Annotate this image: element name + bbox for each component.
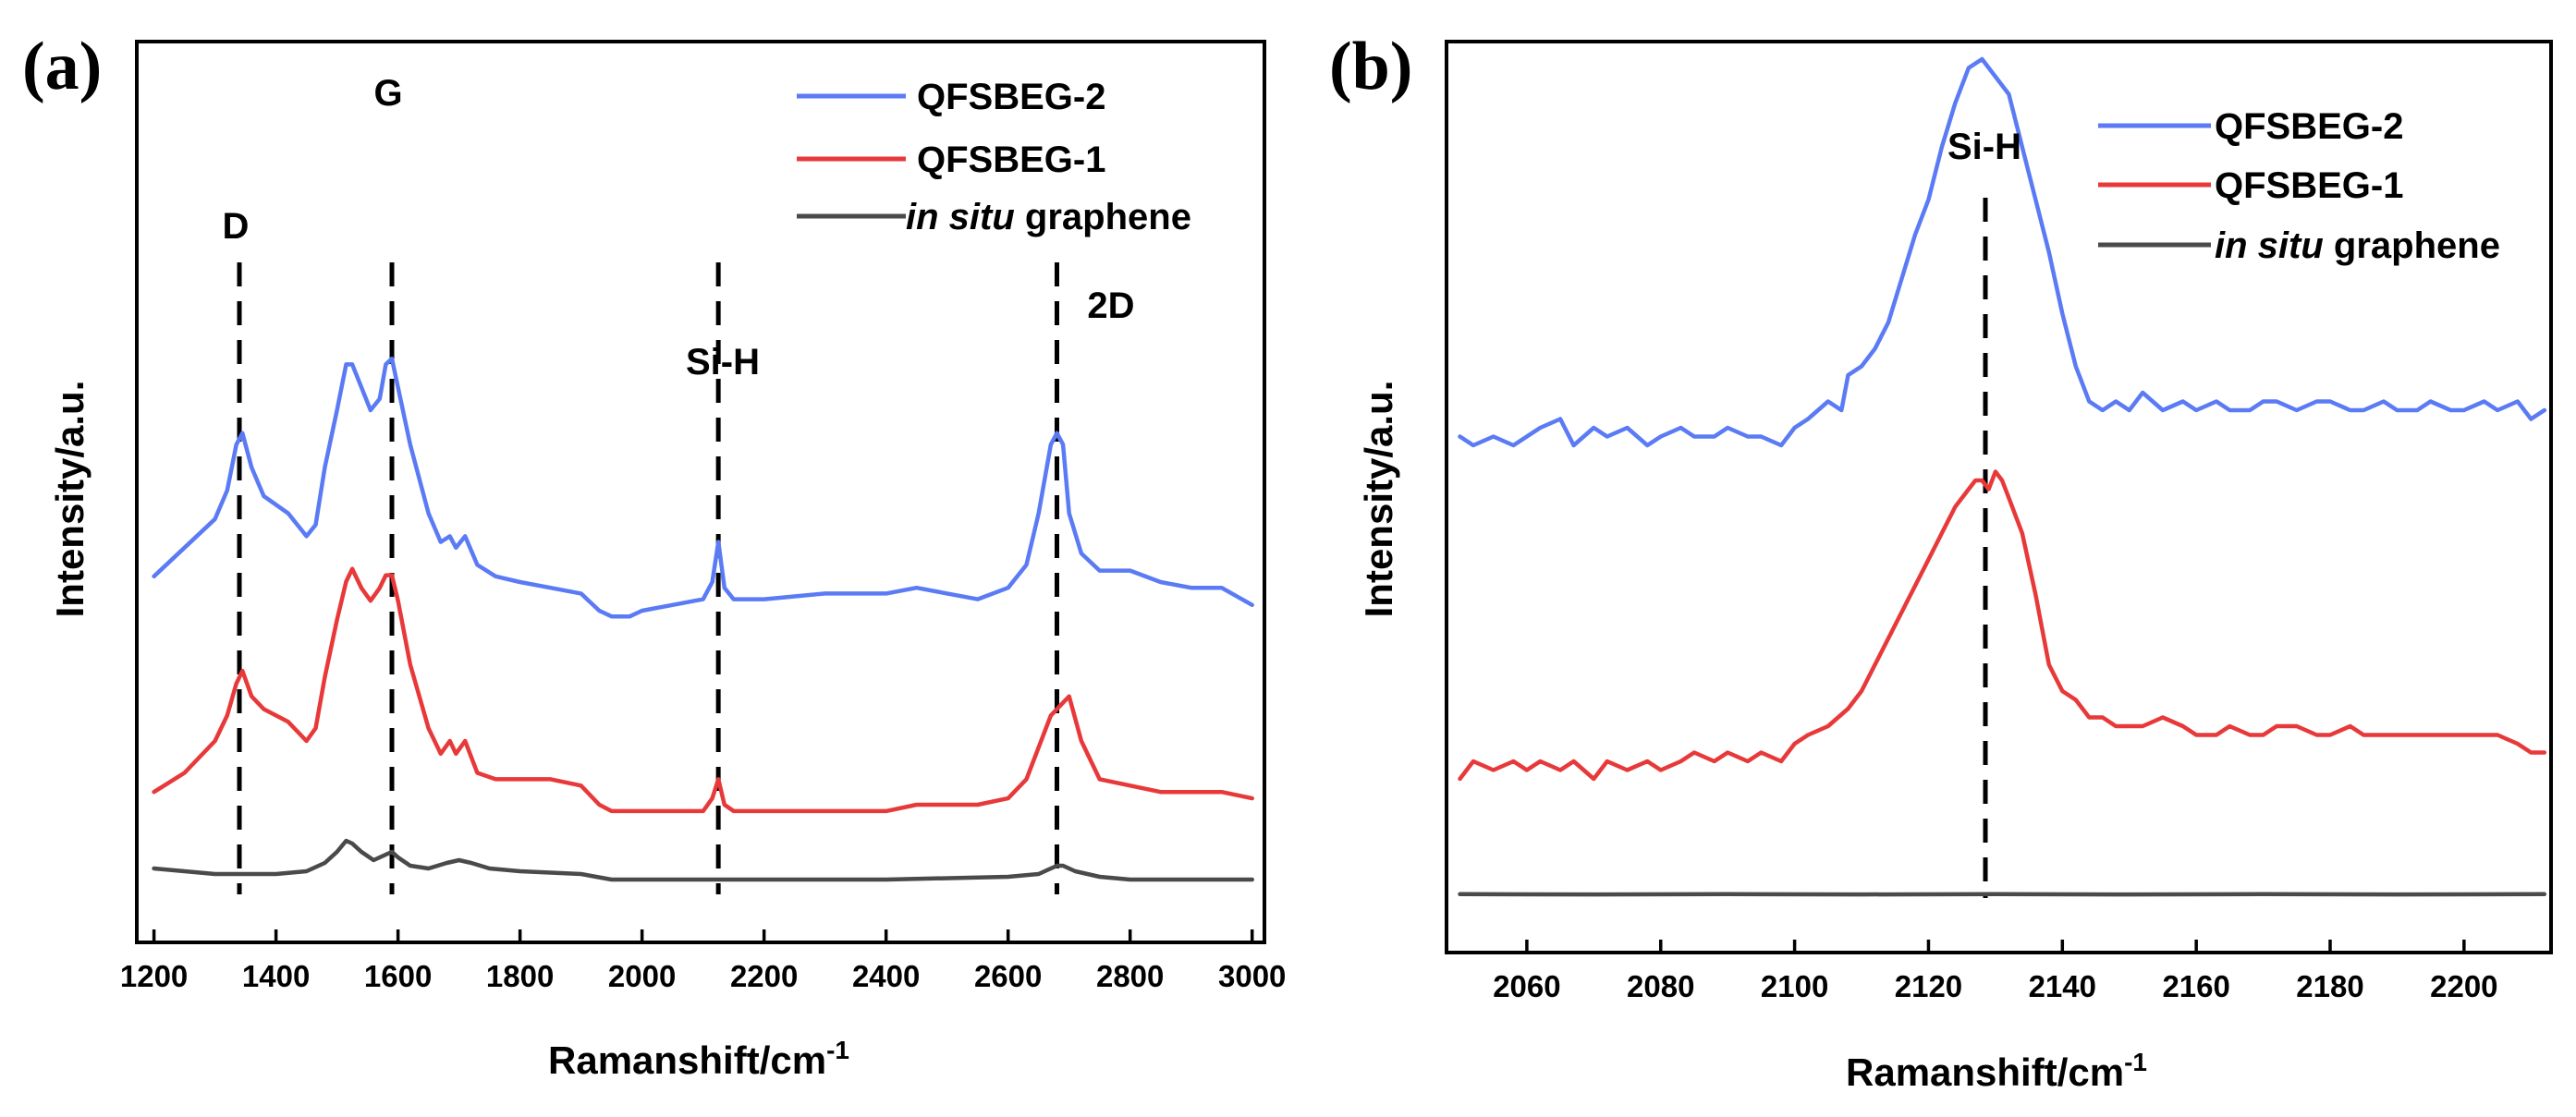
panel-b-x-axis-label-text: Ramanshift/cm xyxy=(1846,1050,2124,1094)
x-tick-label: 2180 xyxy=(2296,969,2363,1003)
legend-label-qfsbeg2: QFSBEG-2 xyxy=(2215,106,2403,147)
legend-label-qfsbeg1: QFSBEG-1 xyxy=(917,140,1105,180)
panel-b: (b) Intensity/a.u. 2060 2080 2100 2120 2140 2… xyxy=(1329,29,2553,1094)
x-tick-label: 1400 xyxy=(242,959,310,993)
panel-a-label: (a) xyxy=(22,29,102,104)
x-tick-label: 2200 xyxy=(2430,969,2497,1003)
legend-label-qfsbeg2: QFSBEG-2 xyxy=(917,77,1105,117)
x-tick-label: 1200 xyxy=(120,959,188,993)
panel-a-legend: QFSBEG-2 QFSBEG-1 in situ graphene xyxy=(797,77,1191,237)
x-tick-label: 2160 xyxy=(2162,969,2229,1003)
annotation-si-h: Si-H xyxy=(1947,127,2021,167)
x-tick-label: 3000 xyxy=(1218,959,1286,993)
panel-a-x-axis-label-sup: -1 xyxy=(826,1036,849,1064)
x-tick-label: 2120 xyxy=(1895,969,1962,1003)
x-tick-label: 2060 xyxy=(1493,969,1560,1003)
annotation-2d: 2D xyxy=(1087,285,1134,326)
annotation-si-h: Si-H xyxy=(686,342,760,382)
panel-b-series xyxy=(1458,56,2547,897)
series-line-qfsbeg-2 xyxy=(1458,56,2547,448)
panel-a: (a) Intensity/a.u. 1200 1400 1600 1800 2000 2… xyxy=(22,29,1286,1082)
x-tick-label: 2400 xyxy=(852,959,920,993)
panel-b-y-axis-label: Intensity/a.u. xyxy=(1357,381,1400,618)
x-tick-label: 2200 xyxy=(730,959,798,993)
panel-a-series xyxy=(152,356,1254,882)
series-line-qfsbeg-2 xyxy=(152,356,1254,619)
x-tick-label: 2080 xyxy=(1627,969,1694,1003)
x-tick-label: 1800 xyxy=(486,959,554,993)
annotation-g: G xyxy=(373,73,402,114)
panel-b-annotations: Si-H xyxy=(1947,127,2021,167)
legend-label-graphene-rest: graphene xyxy=(2324,225,2500,266)
x-tick-label: 2600 xyxy=(974,959,1042,993)
legend-label-graphene-italic: in situ xyxy=(2215,225,2324,266)
x-tick-label: 2140 xyxy=(2029,969,2096,1003)
panel-b-plot-frame xyxy=(1445,40,2553,954)
legend-label-graphene-rest: graphene xyxy=(1015,197,1191,237)
x-tick-label: 2000 xyxy=(608,959,676,993)
series-line-qfsbeg-1 xyxy=(152,566,1254,814)
series-line-qfsbeg-1 xyxy=(1458,469,2547,782)
panel-a-x-axis-label-text: Ramanshift/cm xyxy=(548,1038,826,1082)
x-tick-label: 2800 xyxy=(1096,959,1164,993)
panel-b-x-axis-label-sup: -1 xyxy=(2124,1048,2147,1076)
x-tick-label: 1600 xyxy=(364,959,432,993)
panel-a-y-axis-label: Intensity/a.u. xyxy=(48,381,92,618)
legend-label-graphene: in situ graphene xyxy=(2215,225,2500,266)
legend-label-graphene-italic: in situ xyxy=(906,197,1015,237)
panel-b-x-axis-label: Ramanshift/cm-1 xyxy=(1846,1048,2147,1094)
x-tick-label: 2100 xyxy=(1761,969,1828,1003)
legend-label-qfsbeg1: QFSBEG-1 xyxy=(2215,165,2403,206)
panel-a-x-axis-label: Ramanshift/cm-1 xyxy=(548,1036,849,1082)
panel-b-x-ticks: 2060 2080 2100 2120 2140 2160 2180 2200 xyxy=(1493,940,2498,1003)
annotation-d: D xyxy=(223,206,250,247)
panel-a-peak-guides xyxy=(237,262,1059,894)
panel-b-label: (b) xyxy=(1329,29,1412,104)
panel-a-x-ticks: 1200 1400 1600 1800 2000 2200 2400 2600 2800 3000 xyxy=(120,929,1286,993)
series-line-in-situ-graphene xyxy=(152,838,1254,882)
panel-a-annotations: D G Si-H 2D xyxy=(223,73,1135,382)
legend-label-graphene: in situ graphene xyxy=(906,197,1191,237)
panel-a-plot-frame xyxy=(135,40,1266,944)
panel-b-legend: QFSBEG-2 QFSBEG-1 in situ graphene xyxy=(2098,106,2500,266)
